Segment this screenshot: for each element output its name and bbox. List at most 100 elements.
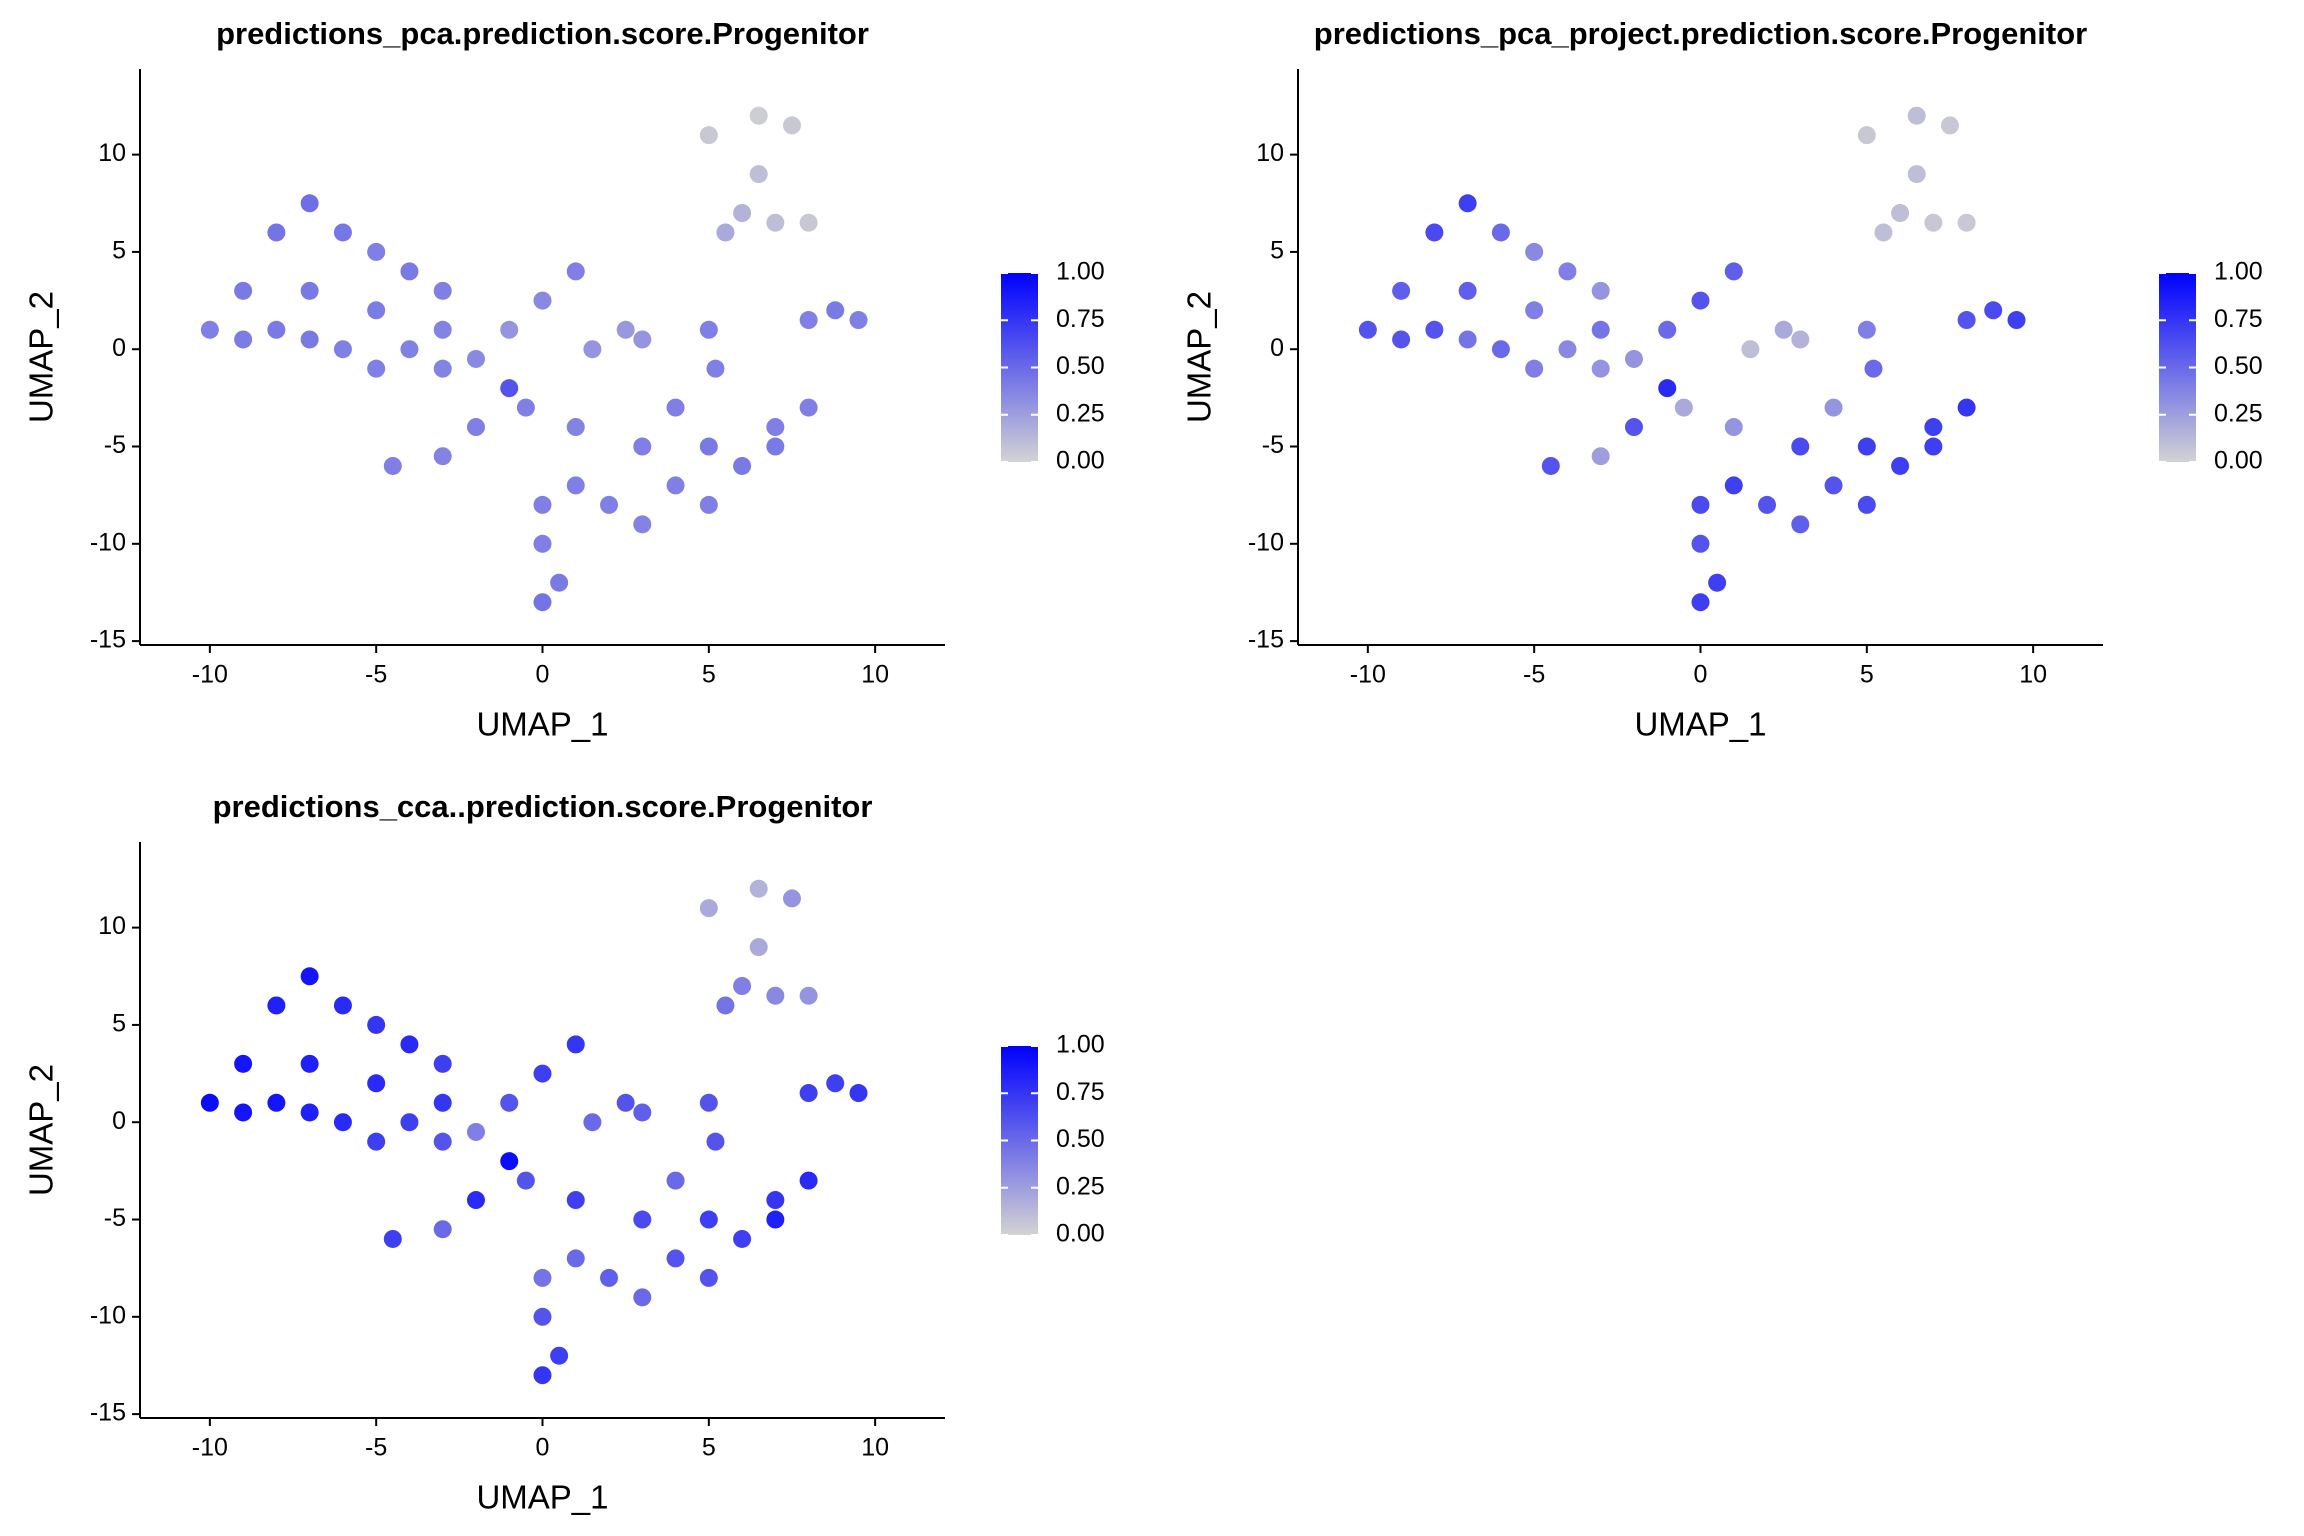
- point: [1724, 418, 1743, 437]
- point: [733, 977, 752, 995]
- point: [699, 899, 718, 918]
- point: [433, 1054, 452, 1073]
- point: [1940, 116, 1959, 135]
- y-tick-label: 0: [1270, 334, 1284, 362]
- y-tick-label: 10: [98, 912, 126, 940]
- point: [1591, 447, 1610, 466]
- point: [749, 106, 768, 125]
- point: [1691, 495, 1710, 514]
- point: [466, 349, 485, 368]
- point: [749, 165, 768, 184]
- point: [400, 1113, 419, 1132]
- point: [1857, 320, 1876, 339]
- y-tick-label: -5: [1262, 431, 1284, 459]
- point: [550, 573, 569, 592]
- point: [300, 281, 319, 300]
- point: [1591, 281, 1610, 300]
- point: [1791, 515, 1810, 534]
- point: [633, 1210, 652, 1229]
- point: [1708, 573, 1727, 592]
- point: [433, 447, 452, 466]
- point: [600, 495, 619, 514]
- point: [826, 301, 845, 320]
- point: [1957, 311, 1976, 330]
- y-axis-title: UMAP_2: [1181, 291, 1218, 423]
- point: [699, 1210, 718, 1229]
- point: [733, 204, 752, 222]
- point: [267, 320, 286, 339]
- point: [1724, 476, 1743, 495]
- point: [1525, 359, 1544, 378]
- y-axis-title: UMAP_2: [23, 1064, 60, 1196]
- x-tick-label: 0: [1694, 661, 1708, 689]
- point: [633, 437, 652, 456]
- point: [1658, 320, 1677, 339]
- point: [633, 330, 652, 349]
- point: [333, 340, 352, 359]
- point: [383, 1229, 402, 1248]
- y-tick-label: -15: [90, 626, 126, 654]
- point: [1541, 456, 1560, 475]
- chart-title: predictions_cca..prediction.score.Progen…: [213, 789, 873, 824]
- point: [782, 116, 801, 135]
- point: [1907, 106, 1926, 125]
- point: [433, 1093, 452, 1112]
- point: [300, 194, 319, 213]
- point: [706, 359, 725, 378]
- point: [616, 320, 635, 339]
- point: [1624, 418, 1643, 437]
- point: [433, 359, 452, 378]
- colorbar-label: 0.75: [2214, 305, 2263, 333]
- point: [1691, 291, 1710, 310]
- point: [550, 1346, 569, 1365]
- x-tick-label: -10: [1350, 661, 1386, 689]
- point: [1824, 398, 1843, 417]
- point: [706, 1132, 725, 1151]
- point: [1525, 242, 1544, 261]
- point: [699, 1093, 718, 1112]
- x-tick-label: 0: [536, 1434, 550, 1462]
- point: [333, 1113, 352, 1132]
- y-tick-label: -10: [90, 528, 126, 556]
- y-tick-label: 0: [112, 1107, 126, 1135]
- point: [267, 223, 286, 242]
- point: [533, 1366, 552, 1385]
- point: [1691, 534, 1710, 553]
- point: [300, 1103, 319, 1122]
- point: [849, 1084, 868, 1103]
- point: [1591, 320, 1610, 339]
- point: [782, 889, 801, 908]
- x-axis-title: UMAP_1: [476, 706, 608, 743]
- point: [367, 1132, 386, 1151]
- point: [2007, 311, 2026, 330]
- y-tick-label: 5: [1270, 237, 1284, 265]
- y-tick-label: -10: [90, 1301, 126, 1329]
- point: [566, 1249, 585, 1268]
- point: [533, 1064, 552, 1083]
- point: [1558, 340, 1577, 359]
- point: [1924, 418, 1943, 437]
- point: [234, 1054, 253, 1073]
- point: [433, 320, 452, 339]
- point: [433, 281, 452, 300]
- y-tick-label: -15: [1248, 626, 1284, 654]
- point: [583, 340, 602, 359]
- point: [1758, 495, 1777, 514]
- point: [826, 1074, 845, 1093]
- point: [433, 1132, 452, 1151]
- y-tick-label: -5: [104, 431, 126, 459]
- point: [333, 996, 352, 1015]
- point: [1674, 398, 1693, 417]
- point: [1491, 340, 1510, 359]
- y-axis-title: UMAP_2: [23, 291, 60, 423]
- x-tick-label: -5: [365, 1434, 387, 1462]
- panel: predictions_cca..prediction.score.Progen…: [23, 789, 1105, 1516]
- point: [1907, 165, 1926, 184]
- point: [566, 262, 585, 281]
- point: [234, 1103, 253, 1122]
- point: [1458, 330, 1477, 349]
- colorbar-label: 0.75: [1056, 1078, 1105, 1106]
- panel: predictions_pca.prediction.score.Progeni…: [23, 16, 1105, 743]
- point: [766, 213, 785, 232]
